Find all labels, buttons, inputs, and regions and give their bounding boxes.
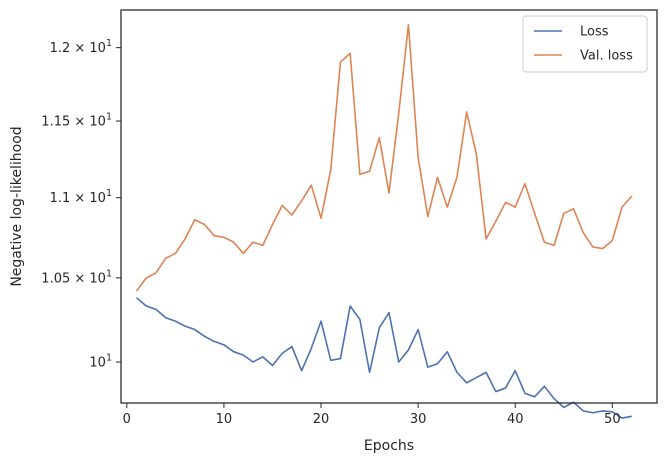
y-tick-label: 1.05 × 101 — [41, 268, 112, 286]
y-axis-ticks: 101 1.05 × 101 1.1 × 101 1.15 × 101 1.2 × 10… — [41, 38, 121, 371]
legend-label-loss: Loss — [580, 25, 609, 40]
y-tick-label: 1.15 × 101 — [41, 112, 112, 130]
y-tick-label: 101 — [89, 353, 112, 371]
y-tick-label: 1.2 × 101 — [50, 38, 112, 56]
data-layer — [135, 24, 633, 419]
y-axis-label: Negative log-likelihood — [9, 126, 25, 286]
plot-frame — [120, 9, 658, 404]
x-tick-label: 30 — [410, 412, 427, 427]
x-tick-label: 10 — [216, 412, 233, 427]
series-line-val-loss — [135, 24, 633, 292]
x-tick-label: 0 — [123, 412, 131, 427]
legend: Loss Val. loss — [522, 15, 648, 73]
x-tick-label: 20 — [313, 412, 330, 427]
legend-box — [522, 15, 648, 73]
legend-label-val-loss: Val. loss — [580, 49, 633, 64]
x-tick-label: 50 — [604, 412, 621, 427]
x-tick-label: 40 — [507, 412, 524, 427]
y-tick-label: 1.1 × 101 — [50, 188, 112, 206]
x-axis-label: Epochs — [364, 438, 414, 454]
series-line-loss — [136, 297, 632, 419]
x-axis-ticks: 0 10 20 30 40 50 — [123, 403, 621, 427]
